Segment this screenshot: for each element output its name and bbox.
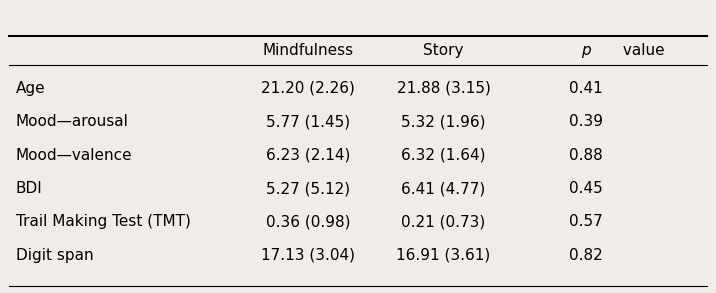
Text: 0.82: 0.82 — [569, 248, 603, 263]
Text: Age: Age — [16, 81, 45, 96]
Text: 21.20 (2.26): 21.20 (2.26) — [261, 81, 355, 96]
Text: Mood—arousal: Mood—arousal — [16, 114, 129, 129]
Text: 21.88 (3.15): 21.88 (3.15) — [397, 81, 490, 96]
Text: 6.23 (2.14): 6.23 (2.14) — [266, 148, 350, 163]
Text: 16.91 (3.61): 16.91 (3.61) — [397, 248, 490, 263]
Text: Mindfulness: Mindfulness — [263, 43, 354, 58]
Text: 17.13 (3.04): 17.13 (3.04) — [261, 248, 355, 263]
Text: Digit span: Digit span — [16, 248, 93, 263]
Text: 0.88: 0.88 — [569, 148, 603, 163]
Text: Story: Story — [423, 43, 464, 58]
Text: p: p — [581, 43, 591, 58]
Text: 0.21 (0.73): 0.21 (0.73) — [402, 214, 485, 229]
Text: 0.57: 0.57 — [569, 214, 603, 229]
Text: Mood—valence: Mood—valence — [16, 148, 132, 163]
Text: 6.32 (1.64): 6.32 (1.64) — [402, 148, 486, 163]
Text: Trail Making Test (TMT): Trail Making Test (TMT) — [16, 214, 190, 229]
Text: 6.41 (4.77): 6.41 (4.77) — [402, 181, 485, 196]
Text: 0.36 (0.98): 0.36 (0.98) — [266, 214, 350, 229]
Text: 5.27 (5.12): 5.27 (5.12) — [266, 181, 350, 196]
Text: 5.77 (1.45): 5.77 (1.45) — [266, 114, 350, 129]
Text: 0.41: 0.41 — [569, 81, 603, 96]
Text: BDI: BDI — [16, 181, 42, 196]
Text: value: value — [619, 43, 665, 58]
Text: 0.39: 0.39 — [569, 114, 604, 129]
Text: 0.45: 0.45 — [569, 181, 603, 196]
Text: 5.32 (1.96): 5.32 (1.96) — [402, 114, 486, 129]
